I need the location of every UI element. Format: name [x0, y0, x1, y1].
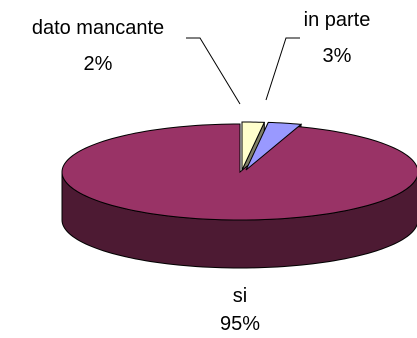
slice-label-si: si: [233, 285, 247, 307]
leader-line-in-parte: [265, 37, 300, 101]
pie-slice-si: [61, 123, 417, 221]
slice-value-si: 95%: [220, 313, 260, 335]
slice-label-in-parte: in parte: [304, 9, 371, 31]
slice-label-dato-mancante: dato mancante: [32, 17, 164, 39]
slice-value-dato-mancante: 2%: [84, 53, 113, 75]
slice-value-in-parte: 3%: [323, 45, 352, 67]
leader-line-dato-mancante: [186, 37, 241, 105]
pie-slice-dato-mancante: [241, 121, 266, 171]
pie-slice-in-parte: [245, 121, 303, 171]
